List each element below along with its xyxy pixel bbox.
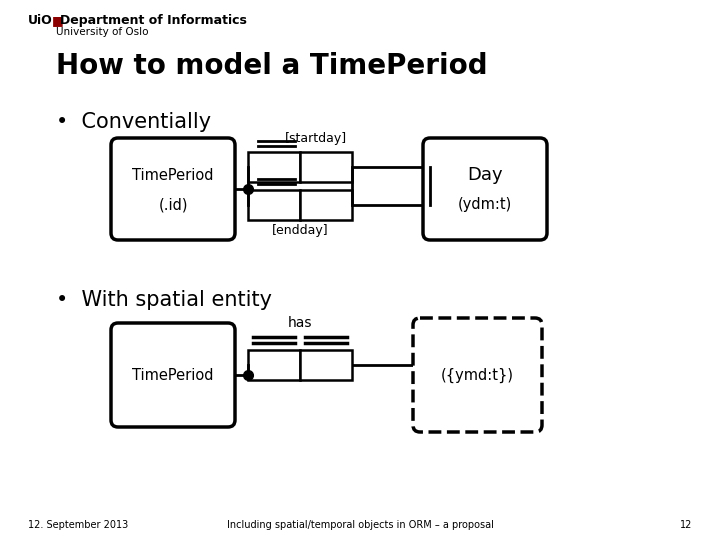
Text: University of Oslo: University of Oslo [56,27,148,37]
Text: TimePeriod: TimePeriod [132,368,214,382]
Text: (ydm:t): (ydm:t) [458,198,512,213]
FancyBboxPatch shape [413,318,542,432]
Text: Including spatial/temporal objects in ORM – a proposal: Including spatial/temporal objects in OR… [227,520,493,530]
Text: Department of Informatics: Department of Informatics [60,14,247,27]
Text: [endday]: [endday] [271,224,328,237]
Bar [300,152,352,182]
Bar [300,190,352,220]
Text: (.id): (.id) [158,198,188,213]
Text: •  With spatial entity: • With spatial entity [56,290,272,310]
Text: TimePeriod: TimePeriod [132,167,214,183]
Text: Day: Day [467,166,503,184]
Text: 12. September 2013: 12. September 2013 [28,520,128,530]
FancyBboxPatch shape [111,138,235,240]
Bar [248,190,300,220]
FancyBboxPatch shape [111,323,235,427]
Text: [startday]: [startday] [285,132,347,145]
Text: •  Conventially: • Conventially [56,112,211,132]
Text: ■: ■ [52,14,64,27]
Text: ({ymd:t}): ({ymd:t}) [441,367,514,383]
Text: How to model a TimePeriod: How to model a TimePeriod [56,52,487,80]
Bar [248,152,300,182]
Bar [248,350,300,380]
Text: has: has [288,316,312,330]
Text: 12: 12 [680,520,692,530]
Bar [300,350,352,380]
Text: UiO: UiO [28,14,53,27]
FancyBboxPatch shape [423,138,547,240]
